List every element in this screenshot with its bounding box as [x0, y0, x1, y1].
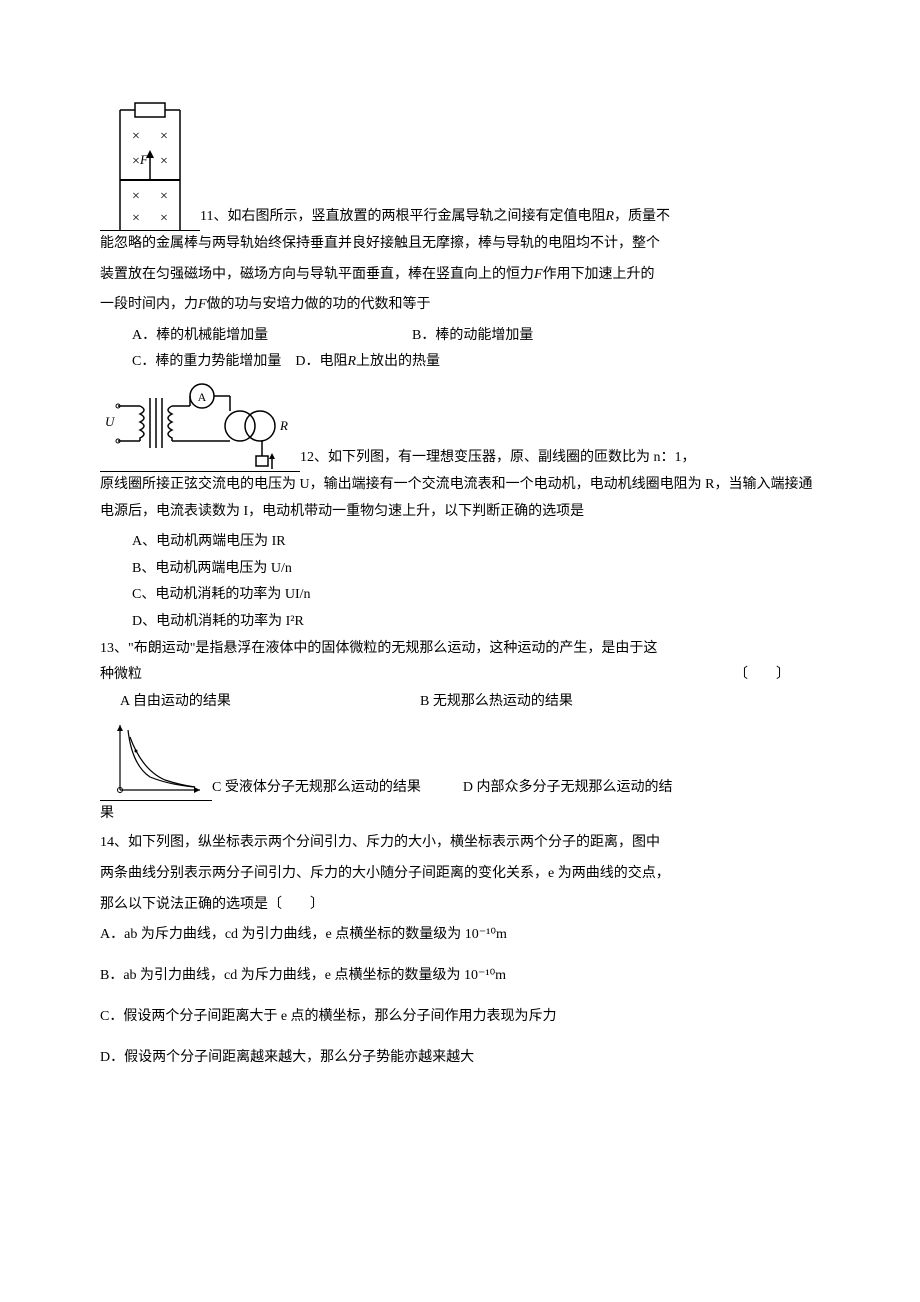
q12-first-line: 12、如下列图，有一理想变压器，原、副线圈的匝数比为 n：1， — [300, 445, 696, 472]
svg-text:×: × — [132, 189, 140, 204]
svg-text:U: U — [105, 414, 116, 429]
q11-option-row2: C．棒的重力势能增加量 D．电阻R上放出的热量 — [132, 349, 820, 376]
q11-text1-end: ，质量不 — [614, 209, 670, 224]
q14-text2: 两条曲线分别表示两分子间引力、斥力的大小随分子间距离的变化关系，e 为两曲线的交… — [100, 859, 820, 890]
svg-text:A: A — [198, 390, 207, 404]
q14-text1: 14、如下列图，纵坐标表示两个分间引力、斥力的大小，横坐标表示两个分子的距离，图… — [100, 828, 820, 859]
q12-diagram: U A R — [100, 376, 300, 472]
q12-text1: 如下列图，有一理想变压器，原、副线圈的匝数比为 n：1， — [328, 450, 696, 465]
svg-text:×: × — [132, 129, 140, 144]
question-13: 13、"布朗运动"是指悬浮在液体中的固体微粒的无规那么运动，这种运动的产生，是由… — [100, 636, 820, 828]
q11-first-line: 11、如右图所示，竖直放置的两根平行金属导轨之间接有定值电阻R，质量不 — [200, 204, 670, 231]
q13-curve-svg — [100, 715, 212, 800]
q11-diagram: R × × × × × × × × F — [100, 100, 200, 231]
q12-transformer-svg: U A R — [100, 376, 300, 471]
svg-text:×: × — [160, 189, 168, 204]
q11-text3-italic: F — [534, 267, 543, 282]
q14-text3: 那么以下说法正确的选项是〔 〕 — [100, 890, 820, 921]
q12-text2: 原线圈所接正弦交流电的电压为 U，输出端接有一个交流电流表和一个电动机，电动机线… — [100, 472, 820, 525]
question-12: U A R — [100, 376, 820, 636]
q11-text3: 装置放在匀强磁场中，磁场方向与导轨平面垂直，棒在竖直向上的恒力F作用下加速上升的 — [100, 262, 820, 289]
q13-option-row2: C 受液体分子无规那么运动的结果 D 内部众多分子无规那么运动的结 — [212, 775, 672, 802]
q14-opt-d: D．假设两个分子间距离越来越大，那么分子势能亦越来越大 — [100, 1043, 820, 1074]
q11-options: A．棒的机械能增加量 B．棒的动能增加量 C．棒的重力势能增加量 D．电阻R上放… — [100, 323, 820, 376]
q11-text4: 一段时间内，力F做的功与安培力做的功的代数和等于 — [100, 292, 820, 319]
q11-opt-a: A．棒的机械能增加量 — [132, 323, 412, 350]
q11-opt-b: B．棒的动能增加量 — [412, 323, 533, 350]
q11-text4b: 做的功与安培力做的功的代数和等于 — [207, 297, 431, 312]
q14-options: A．ab 为斥力曲线，cd 为引力曲线，e 点横坐标的数量级为 10⁻¹⁰m B… — [100, 920, 820, 1073]
q12-opt-c: C、电动机消耗的功率为 UI/n — [132, 582, 820, 609]
q12-number: 12、 — [300, 450, 328, 465]
q11-text1-italic: R — [605, 209, 614, 224]
q11-text4-italic: F — [198, 297, 207, 312]
q11-opt-d-pre: D．电阻 — [295, 354, 347, 369]
svg-text:×: × — [132, 154, 140, 169]
q14-opt-b: B．ab 为引力曲线，cd 为斥力曲线，e 点横坐标的数量级为 10⁻¹⁰m — [100, 961, 820, 992]
q11-opt-c: C．棒的重力势能增加量 — [132, 354, 281, 369]
q13-opt-c: C 受液体分子无规那么运动的结果 — [212, 780, 421, 795]
q12-opt-b: B、电动机两端电压为 U/n — [132, 556, 820, 583]
q13-text2: 种微粒 — [100, 662, 142, 689]
q13-opt-d-pre: D 内部众多分子无规那么运动的结 — [463, 780, 673, 795]
q13-opt-a: A 自由运动的结果 — [120, 689, 420, 716]
q12-options: A、电动机两端电压为 IR B、电动机两端电压为 U/n C、电动机消耗的功率为… — [100, 529, 820, 635]
svg-text:F: F — [139, 152, 149, 167]
q11-text3b: 作用下加速上升的 — [543, 267, 655, 282]
q11-text2: 能忽略的金属棒与两导轨始终保持垂直并良好接触且无摩擦，棒与导轨的电阻均不计，整个 — [100, 231, 820, 258]
svg-text:×: × — [160, 211, 168, 226]
q14-opt-a: A．ab 为斥力曲线，cd 为引力曲线，e 点横坐标的数量级为 10⁻¹⁰m — [100, 920, 820, 951]
question-11: R × × × × × × × × F 11、如右图所示，竖直放置的两根平行金属… — [100, 100, 820, 376]
q11-text4a: 一段时间内，力 — [100, 297, 198, 312]
q13-brackets: 〔 〕 — [734, 662, 820, 689]
q12-opt-d: D、电动机消耗的功率为 I²R — [132, 609, 820, 636]
q11-opt-d: D．电阻R上放出的热量 — [295, 354, 440, 369]
q13-diagram — [100, 715, 212, 801]
svg-text:×: × — [132, 211, 140, 226]
q11-option-row1: A．棒的机械能增加量 B．棒的动能增加量 — [132, 323, 820, 350]
q12-opt-a: A、电动机两端电压为 IR — [132, 529, 820, 556]
q11-opt-d-italic: R — [347, 354, 356, 369]
svg-text:×: × — [160, 154, 168, 169]
svg-text:×: × — [160, 129, 168, 144]
svg-text:R: R — [145, 100, 154, 103]
q14-opt-c: C．假设两个分子间距离大于 e 点的横坐标，那么分子间作用力表现为斥力 — [100, 1002, 820, 1033]
q13-opt-d-end: 果 — [100, 801, 820, 828]
q13-text2-row: 种微粒 〔 〕 — [100, 662, 820, 689]
q11-text3a: 装置放在匀强磁场中，磁场方向与导轨平面垂直，棒在竖直向上的恒力 — [100, 267, 534, 282]
q11-number: 11、 — [200, 209, 227, 224]
q11-opt-d-post: 上放出的热量 — [356, 354, 440, 369]
svg-text:R: R — [279, 418, 288, 433]
question-14: 14、如下列图，纵坐标表示两个分间引力、斥力的大小，横坐标表示两个分子的距离，图… — [100, 828, 820, 1074]
q13-option-row1: A 自由运动的结果 B 无规那么热运动的结果 — [100, 689, 820, 716]
q13-opt-b: B 无规那么热运动的结果 — [420, 689, 573, 716]
q11-circuit-svg: R × × × × × × × × F — [100, 100, 200, 230]
q13-text1: 13、"布朗运动"是指悬浮在液体中的固体微粒的无规那么运动，这种运动的产生，是由… — [100, 636, 820, 663]
q11-text1: 如右图所示，竖直放置的两根平行金属导轨之间接有定值电阻 — [227, 209, 605, 224]
